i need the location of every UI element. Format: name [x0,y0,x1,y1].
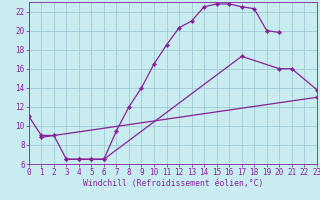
X-axis label: Windchill (Refroidissement éolien,°C): Windchill (Refroidissement éolien,°C) [83,179,263,188]
